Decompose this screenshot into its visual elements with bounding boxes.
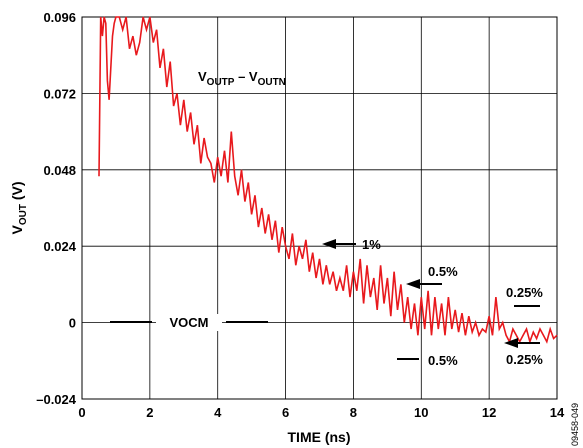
y-tick-label: 0.048: [43, 163, 76, 178]
series-label: VOUTP – VOUTN: [198, 69, 286, 88]
y-axis-ticks: –0.024 0 0.024 0.048 0.072 0.096: [36, 10, 77, 407]
x-axis-ticks: 0 2 4 6 8 10 12 14: [78, 405, 565, 420]
x-tick-label: 8: [350, 405, 357, 420]
figure-id: 09458-049: [570, 403, 580, 446]
x-tick-label: 12: [482, 405, 496, 420]
y-tick-label: 0.024: [43, 239, 76, 254]
y-axis-title: VOUT (V): [9, 181, 29, 234]
x-tick-label: 0: [78, 405, 85, 420]
y-tick-label: 0.072: [43, 86, 76, 101]
half-pct-upper-arrowhead: [406, 279, 420, 289]
half-pct-upper-label: 0.5%: [428, 264, 458, 279]
half-pct-lower-label: 0.5%: [428, 353, 458, 368]
plot-frame: [81, 16, 558, 400]
vocm-label-bg: [156, 314, 222, 331]
one-pct-label: 1%: [362, 237, 381, 252]
x-tick-label: 10: [414, 405, 428, 420]
x-tick-label: 4: [214, 405, 222, 420]
y-tick-label: 0.096: [43, 10, 76, 25]
x-tick-label: 6: [282, 405, 289, 420]
series-line: [98, 16, 558, 345]
one-pct-arrowhead: [322, 239, 336, 249]
vocm-label: VOCM: [170, 315, 209, 330]
x-axis-title: TIME (ns): [288, 429, 351, 445]
quarter-pct-lower-arrowhead: [504, 338, 518, 348]
y-tick-label: 0: [69, 316, 76, 331]
y-tick-label: –0.024: [36, 392, 77, 407]
x-tick-label: 2: [146, 405, 153, 420]
grid: [81, 16, 558, 400]
x-tick-label: 14: [550, 405, 565, 420]
quarter-pct-lower-label: 0.25%: [506, 352, 543, 367]
quarter-pct-upper-label: 0.25%: [506, 285, 543, 300]
